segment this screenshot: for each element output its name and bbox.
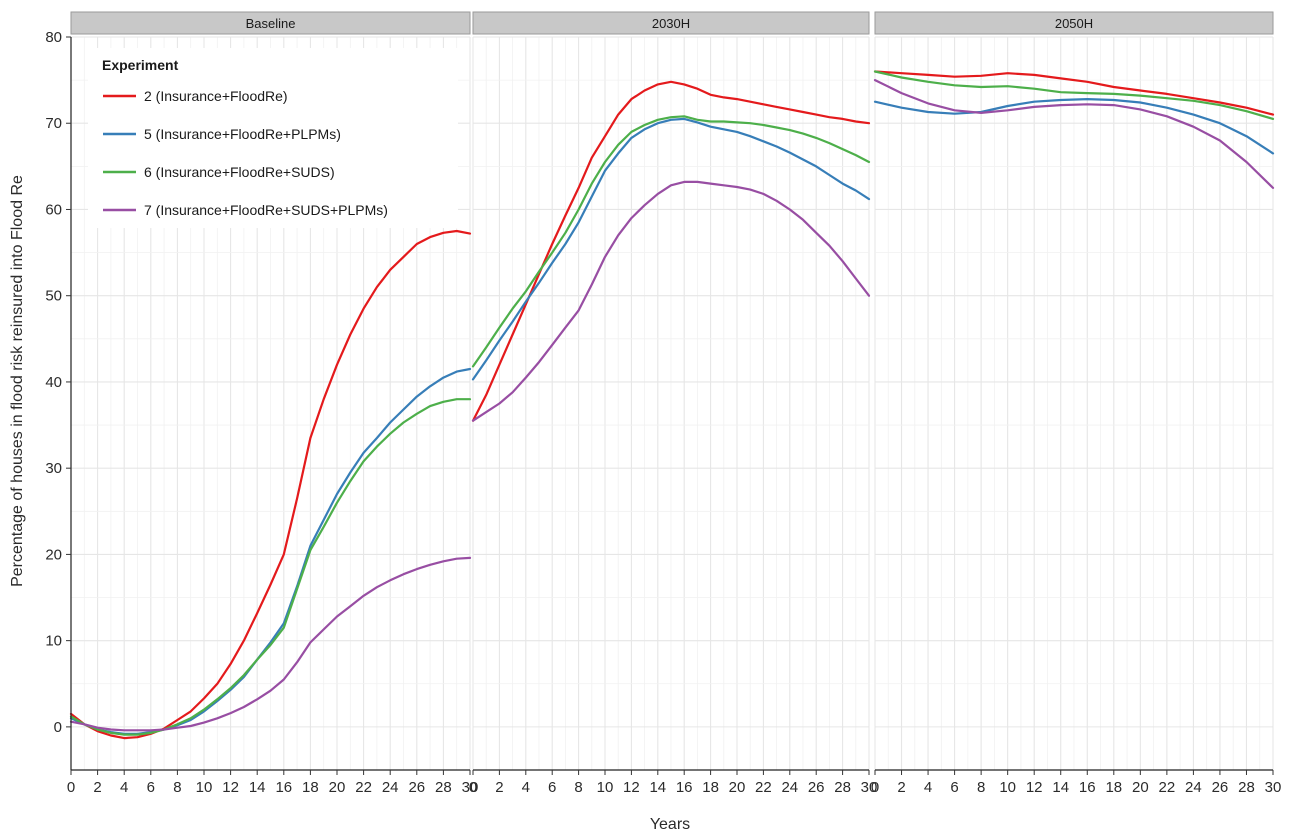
y-tick-label: 70: [45, 115, 62, 132]
legend: Experiment 2 (Insurance+FloodRe) 5 (Insur…: [88, 48, 458, 228]
series-line-7-insurance-floodre-suds-plpms: [873, 78, 1275, 189]
x-tick-label: 30: [462, 779, 479, 796]
x-tick-label: 0: [67, 779, 75, 796]
x-tick-label: 12: [222, 779, 239, 796]
y-tick-label: 40: [45, 374, 62, 391]
x-tick-label: 16: [275, 779, 292, 796]
x-tick-label: 22: [755, 779, 772, 796]
x-tick-label: 28: [435, 779, 452, 796]
legend-title: Experiment: [102, 57, 179, 73]
x-tick-label: 6: [950, 779, 958, 796]
x-tick-label: 12: [1026, 779, 1043, 796]
legend-background: [88, 48, 458, 228]
series-line-2-insurance-floodre: [873, 70, 1275, 116]
x-tick-label: 10: [196, 779, 213, 796]
x-tick-label: 16: [1079, 779, 1096, 796]
x-tick-label: 28: [1238, 779, 1255, 796]
x-tick-label: 24: [1185, 779, 1202, 796]
x-axis-title: Years: [650, 816, 690, 833]
x-tick-label: 18: [1105, 779, 1122, 796]
x-tick-label: 20: [1132, 779, 1149, 796]
legend-label: 6 (Insurance+FloodRe+SUDS): [144, 164, 335, 180]
legend-item: 7 (Insurance+FloodRe+SUDS+PLPMs): [103, 202, 388, 218]
series-line-6-insurance-floodre-suds: [471, 115, 871, 368]
x-tick-label: 28: [834, 779, 851, 796]
x-tick-label: 20: [329, 779, 346, 796]
legend-item: 2 (Insurance+FloodRe): [103, 88, 288, 104]
series-line-2-insurance-floodre: [69, 229, 472, 740]
x-tick-label: 14: [1052, 779, 1069, 796]
x-tick-label: 8: [173, 779, 181, 796]
y-axis: 0 10 20 30 40 50 60 70 80: [45, 29, 72, 770]
x-tick-label: 30: [861, 779, 878, 796]
y-tick-label: 60: [45, 201, 62, 218]
legend-label: 2 (Insurance+FloodRe): [144, 88, 288, 104]
x-tick-label: 12: [623, 779, 640, 796]
x-tick-label: 18: [302, 779, 319, 796]
x-tick-label: 0: [469, 779, 477, 796]
series-line-5-insurance-floodre-plpms: [873, 97, 1275, 155]
y-tick-label: 10: [45, 633, 62, 650]
x-tick-label: 2: [897, 779, 905, 796]
x-tick-label: 4: [522, 779, 530, 796]
x-tick-label: 8: [977, 779, 985, 796]
x-tick-label: 6: [548, 779, 556, 796]
x-tick-label: 8: [574, 779, 582, 796]
x-tick-label: 30: [1265, 779, 1282, 796]
y-tick-label: 30: [45, 460, 62, 477]
gridlines: [874, 36, 1274, 771]
x-tick-label: 22: [355, 779, 372, 796]
facet-strip-label: Baseline: [246, 16, 296, 31]
series-line-5-insurance-floodre-plpms: [471, 117, 871, 381]
x-tick-label: 20: [729, 779, 746, 796]
x-tick-label: 0: [871, 779, 879, 796]
x-tick-label: 4: [924, 779, 932, 796]
x-tick-label: 22: [1159, 779, 1176, 796]
x-tick-label: 4: [120, 779, 128, 796]
legend-label: 5 (Insurance+FloodRe+PLPMs): [144, 126, 341, 142]
legend-item: 6 (Insurance+FloodRe+SUDS): [103, 164, 335, 180]
series-line-6-insurance-floodre-suds: [69, 398, 472, 736]
series-line-2-insurance-floodre: [471, 80, 871, 422]
x-tick-label: 10: [999, 779, 1016, 796]
x-tick-label: 2: [495, 779, 503, 796]
facet-strip-label: 2050H: [1055, 16, 1093, 31]
facet-strip-label: 2030H: [652, 16, 690, 31]
x-tick-label: 26: [408, 779, 425, 796]
facet-strip: [70, 11, 471, 35]
y-tick-label: 50: [45, 288, 62, 305]
x-tick-label: 24: [382, 779, 399, 796]
x-tick-label: 26: [1212, 779, 1229, 796]
series-line-7-insurance-floodre-suds-plpms: [471, 180, 871, 422]
x-tick-label: 18: [702, 779, 719, 796]
series-line-7-insurance-floodre-suds-plpms: [69, 556, 472, 732]
facet-strip: [472, 11, 870, 35]
x-tick-label: 16: [676, 779, 693, 796]
x-tick-label: 14: [249, 779, 266, 796]
y-tick-label: 80: [45, 29, 62, 46]
legend-entries: 2 (Insurance+FloodRe) 5 (Insurance+FloodR…: [103, 88, 388, 218]
legend-label: 7 (Insurance+FloodRe+SUDS+PLPMs): [144, 202, 388, 218]
x-tick-label: 10: [597, 779, 614, 796]
x-tick-label: 6: [147, 779, 155, 796]
x-tick-label: 26: [808, 779, 825, 796]
gridlines: [472, 36, 870, 771]
legend-item: 5 (Insurance+FloodRe+PLPMs): [103, 126, 341, 142]
y-tick-label: 0: [54, 719, 62, 736]
series-line-6-insurance-floodre-suds: [873, 70, 1275, 121]
y-tick-label: 20: [45, 546, 62, 563]
x-tick-label: 14: [649, 779, 666, 796]
x-tick-label: 24: [781, 779, 798, 796]
x-tick-label: 2: [93, 779, 101, 796]
facet-strip: [874, 11, 1274, 35]
y-axis-title: Percentage of houses in flood risk reins…: [9, 175, 26, 587]
